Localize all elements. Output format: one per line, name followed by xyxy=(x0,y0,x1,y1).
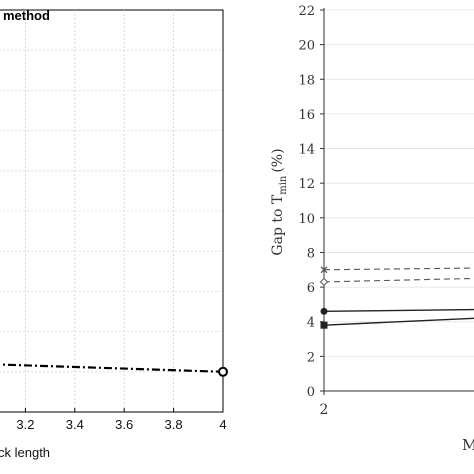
left-plot-frame xyxy=(0,9,224,413)
right-y-axis-label: Gap to Tmin(%) xyxy=(270,148,289,255)
left-grid xyxy=(0,9,224,413)
right-series-marker xyxy=(320,307,328,315)
right-y-tick-label: 22 xyxy=(298,4,315,19)
right-series xyxy=(319,266,474,329)
right-y-tick-label: 14 xyxy=(298,143,315,158)
right-y-tick-label: 8 xyxy=(307,246,315,261)
right-y-tick-label: 20 xyxy=(298,39,315,54)
right-series-line xyxy=(323,317,474,326)
right-y-tick-label: 12 xyxy=(298,177,315,192)
right-y-tick-labels: 0 2 4 6 8 10 12 14 16 18 20 22 xyxy=(298,4,324,400)
right-y-tick-label: 0 xyxy=(307,385,315,400)
right-y-tick-label: 4 xyxy=(307,316,315,331)
left-x-tick-labels: 3.2 3.4 3.6 3.8 4 xyxy=(16,408,227,432)
right-x-axis-label: M xyxy=(462,436,474,454)
left-chart: method 3.2 3.4 3.6 3.8 4 ck length xyxy=(0,8,228,460)
left-x-tick-label: 3.8 xyxy=(165,417,183,432)
right-series-line xyxy=(323,277,474,283)
left-series xyxy=(0,363,228,377)
left-x-axis-label: ck length xyxy=(0,445,50,460)
right-x-tick-label: 2 xyxy=(320,402,329,418)
left-x-tick-label: 3.2 xyxy=(16,417,34,432)
left-series-line xyxy=(0,363,224,373)
right-series-marker xyxy=(319,277,329,287)
right-y-tick-label: 10 xyxy=(298,212,315,227)
right-y-tick-label: 2 xyxy=(307,350,315,365)
right-series-line xyxy=(323,267,474,271)
left-x-tick-label: 3.6 xyxy=(115,417,133,432)
right-grid xyxy=(323,8,474,392)
left-series-marker xyxy=(218,366,228,377)
right-series-marker xyxy=(320,266,328,274)
right-y-tick-label: 6 xyxy=(307,281,315,296)
right-y-tick-label: 18 xyxy=(298,73,315,88)
right-x-tick-labels: 2 xyxy=(320,391,329,418)
right-series-line xyxy=(323,308,474,313)
left-chart-title: method xyxy=(3,8,50,23)
left-x-tick-label: 4 xyxy=(219,417,226,432)
left-x-tick-label: 3.4 xyxy=(66,417,84,432)
right-y-tick-label: 16 xyxy=(298,108,315,123)
right-series-marker xyxy=(320,321,328,329)
